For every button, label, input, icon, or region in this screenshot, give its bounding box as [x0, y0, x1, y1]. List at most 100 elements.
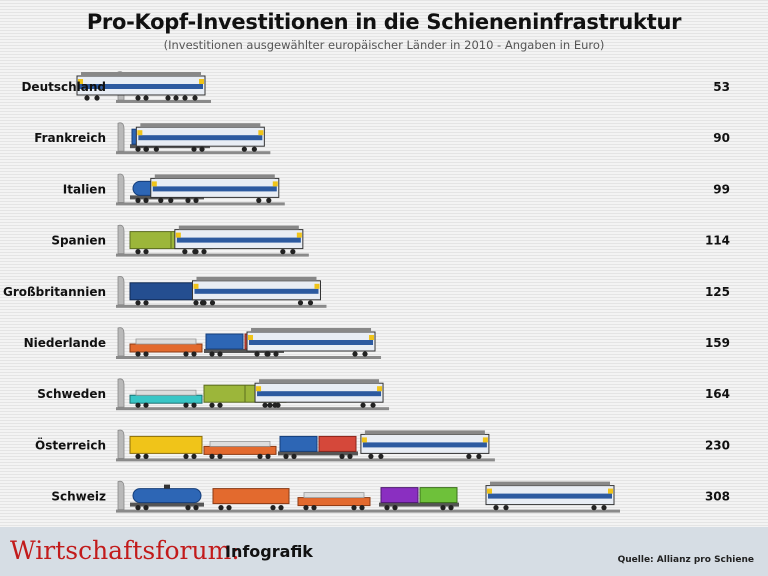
wheel — [278, 505, 284, 511]
wheel — [209, 402, 215, 408]
buffer-stop — [117, 276, 125, 306]
wheel — [191, 453, 197, 459]
wheel — [182, 249, 188, 255]
wagon-frame — [204, 349, 284, 353]
wheel — [153, 146, 159, 152]
wheel — [143, 146, 149, 152]
value-label: 114 — [705, 234, 730, 248]
wheel — [143, 95, 149, 101]
wheel — [209, 351, 215, 357]
wheel — [347, 453, 353, 459]
wheel — [192, 95, 198, 101]
flat-wagon — [129, 394, 203, 404]
wheel — [476, 453, 482, 459]
locomotive-light — [369, 335, 375, 340]
container-blue — [279, 435, 318, 452]
open-wagon — [129, 435, 203, 454]
train-bar — [116, 122, 271, 155]
wheel — [158, 197, 164, 203]
wheel — [217, 402, 223, 408]
wheel — [135, 453, 141, 459]
wheel — [392, 505, 398, 511]
wheel — [143, 453, 149, 459]
category-label: Spanien — [51, 234, 106, 248]
locomotive-stripe — [488, 493, 612, 499]
chart-title: Pro-Kopf-Investitionen in die Schienenin… — [86, 10, 682, 34]
buffer-stop — [117, 327, 125, 357]
wheel — [143, 249, 149, 255]
wheel — [217, 351, 223, 357]
wheel — [254, 351, 260, 357]
wheel — [185, 505, 191, 511]
wheel — [135, 95, 141, 101]
wheel — [339, 453, 345, 459]
locomotive-roof — [364, 430, 485, 435]
wagon-frame — [278, 451, 358, 456]
wheel — [307, 300, 314, 306]
wheel — [270, 505, 276, 511]
wheel — [192, 249, 198, 255]
value-label: 159 — [705, 336, 730, 350]
category-label: Italien — [63, 182, 106, 196]
rail — [116, 458, 495, 462]
wheel — [135, 402, 141, 408]
locomotive-light — [608, 488, 613, 494]
tank-dome — [164, 484, 170, 489]
wheel — [218, 505, 224, 511]
locomotive-stripe — [79, 84, 204, 89]
wheel — [193, 300, 199, 306]
wheel — [351, 505, 357, 511]
wheel — [297, 300, 304, 306]
wheel — [143, 402, 149, 408]
value-label: 53 — [713, 80, 730, 94]
locomotive-light — [482, 437, 488, 443]
train-bar-chart: Deutschland 53 Frankreich 90 Italien 99 Spanie… — [3, 71, 730, 513]
rail — [116, 407, 390, 411]
wheel — [384, 505, 390, 511]
buffer-stop — [117, 480, 125, 510]
buffer-stop — [117, 429, 125, 459]
container-red — [318, 435, 357, 452]
category-label: Österreich — [35, 437, 106, 452]
wheel — [311, 505, 317, 511]
locomotive-roof — [140, 123, 261, 128]
locomotive-light — [272, 181, 278, 187]
wheel — [303, 505, 309, 511]
hopper-wagon — [212, 488, 290, 505]
wheel — [135, 249, 141, 255]
wheel — [503, 505, 509, 511]
locomotive-light — [258, 130, 264, 136]
wheel — [291, 453, 297, 459]
brand-logo: Wirtschaftsforum: — [10, 536, 240, 565]
wheel — [182, 95, 188, 101]
wheel — [359, 505, 365, 511]
wheel — [94, 95, 100, 101]
wheel — [143, 300, 149, 306]
locomotive-roof — [81, 72, 202, 76]
wheel — [165, 95, 171, 101]
locomotive-light — [175, 232, 181, 238]
flat-load — [135, 389, 197, 396]
wagon-frame — [130, 502, 204, 507]
buffer-stop — [117, 224, 125, 254]
wheel — [251, 146, 257, 152]
wheel — [280, 249, 286, 255]
buffer-stop — [117, 173, 125, 203]
rail — [116, 151, 271, 155]
flat-wagon — [203, 445, 277, 455]
value-label: 230 — [705, 438, 730, 452]
locomotive-light — [361, 437, 367, 443]
wheel — [143, 505, 149, 511]
wheel — [448, 505, 454, 511]
locomotive-light — [314, 283, 320, 289]
wheel — [191, 402, 197, 408]
locomotive-stripe — [194, 288, 319, 294]
wheel — [185, 197, 191, 203]
flat-load — [209, 440, 271, 447]
wheel — [191, 351, 197, 357]
wheel — [362, 351, 368, 357]
wheel — [143, 351, 149, 357]
rail — [116, 509, 620, 513]
container-purple — [380, 487, 419, 504]
wheel — [601, 505, 607, 511]
